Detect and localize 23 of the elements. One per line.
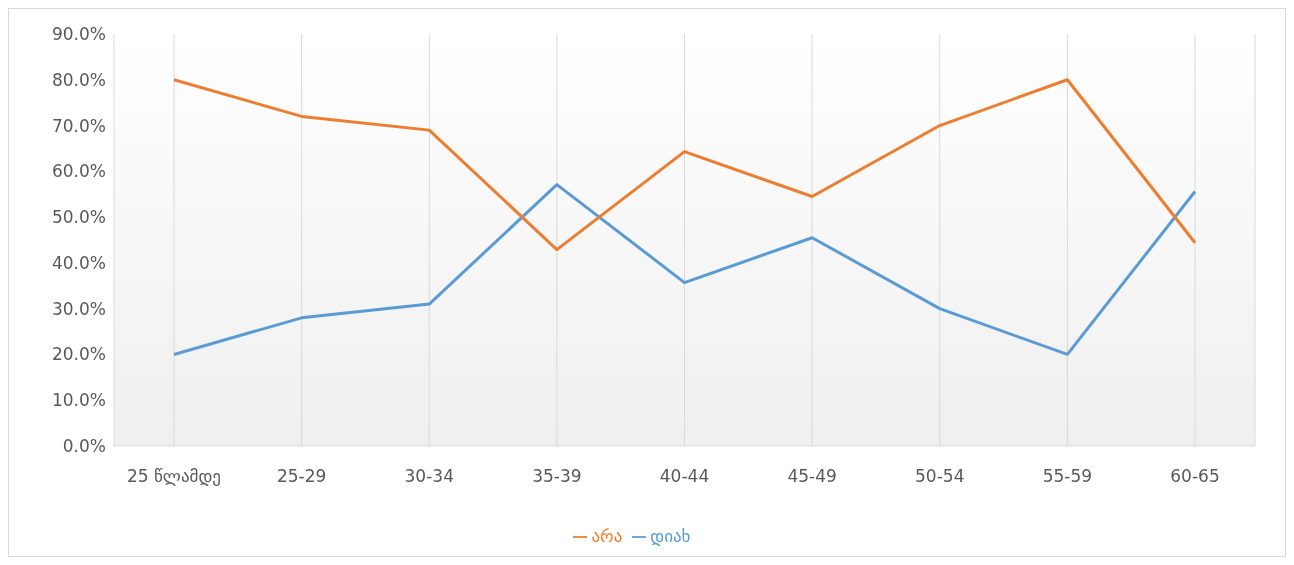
- x-tick-label: 25 წლამდე: [127, 466, 221, 487]
- line-series: [172, 183, 1197, 356]
- y-tick-label: 50.0%: [51, 207, 106, 228]
- x-tick-label: 30-34: [404, 466, 454, 487]
- legend-label: დიახ: [650, 526, 691, 546]
- y-tick-label: 20.0%: [51, 344, 106, 365]
- y-tick-label: 30.0%: [51, 298, 106, 319]
- y-tick-label: 10.0%: [51, 390, 106, 411]
- x-tick-label: 45-49: [787, 466, 837, 487]
- x-tick-label: 50-54: [915, 466, 965, 487]
- y-tick-label: 40.0%: [51, 252, 106, 273]
- x-tick-label: 35-39: [532, 466, 582, 487]
- x-tick-label: 55-59: [1042, 466, 1093, 487]
- y-tick-label: 70.0%: [51, 115, 106, 136]
- y-tick-label: 90.0%: [51, 24, 106, 45]
- y-tick-label: 60.0%: [51, 161, 106, 182]
- x-tick-label: 40-44: [659, 466, 710, 487]
- y-tick-label: 80.0%: [51, 69, 106, 90]
- x-tick-label: 25-29: [276, 466, 327, 487]
- x-tick-label: 60-65: [1170, 466, 1220, 487]
- y-tick-label: 0.0%: [62, 436, 106, 457]
- line-series: [172, 78, 1197, 252]
- legend-label: არა: [591, 526, 623, 546]
